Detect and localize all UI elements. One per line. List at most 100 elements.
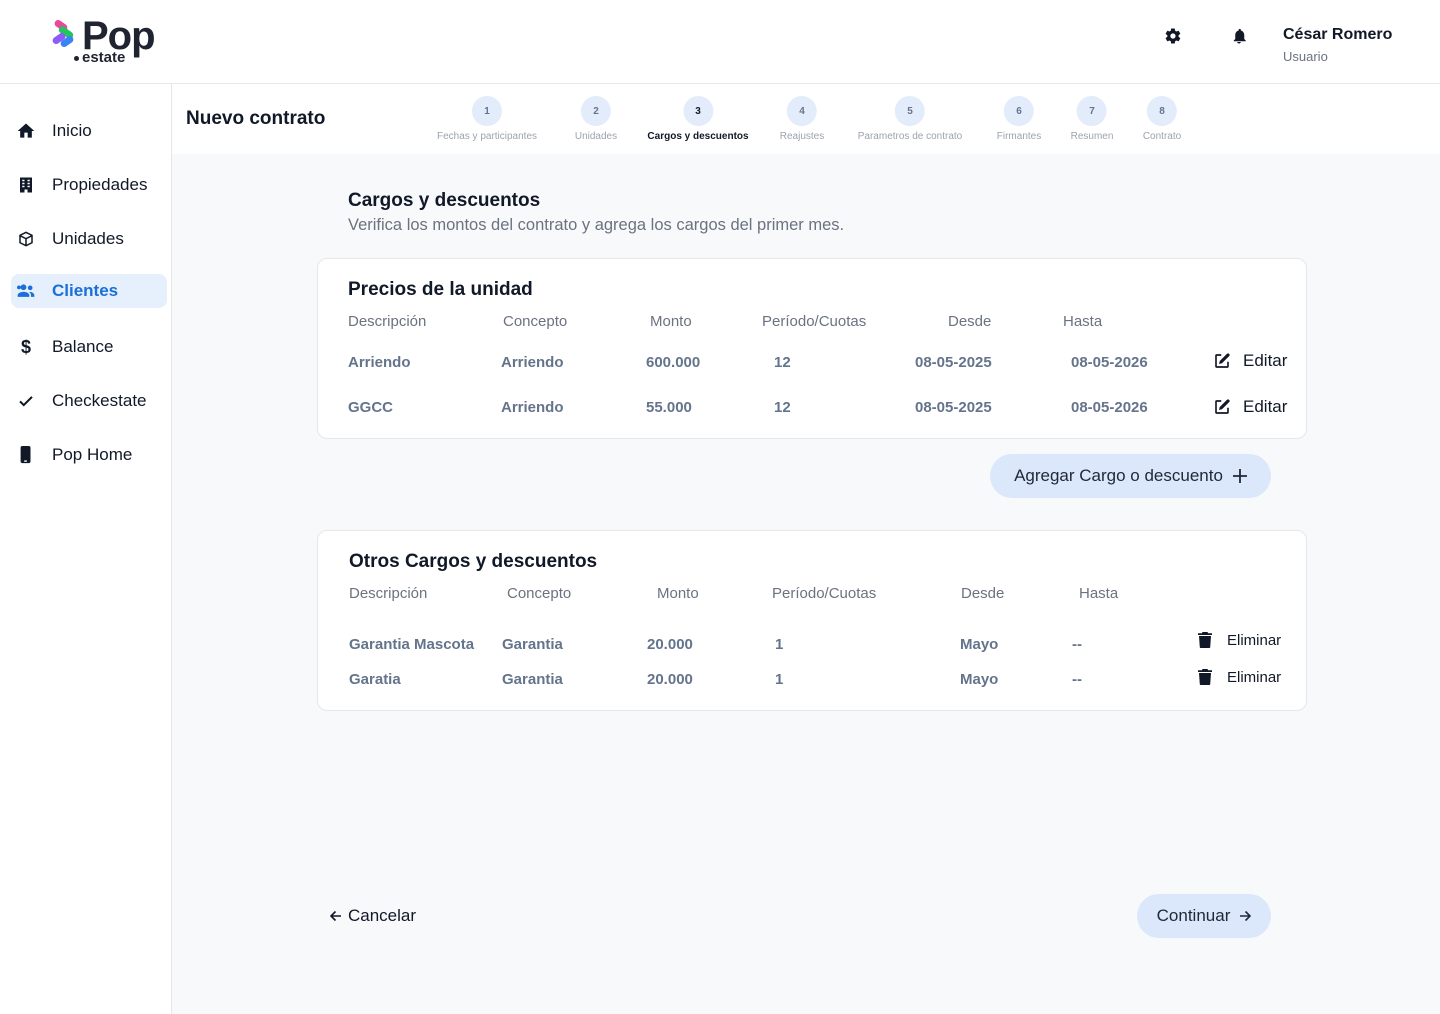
cancel-button[interactable]: Cancelar [330,904,416,928]
cell-amount: 20.000 [647,671,693,688]
sidebar-item-label: Unidades [52,229,124,248]
plus-icon [1232,469,1247,483]
cell-period: 1 [775,636,784,653]
column-header: Hasta [1063,313,1103,330]
section-title: Cargos y descuentos [348,190,541,211]
cell-from: Mayo [960,636,999,653]
column-header: Concepto [503,313,568,330]
cell-to: 08-05-2026 [1071,354,1148,371]
box-icon [15,228,37,250]
card-title: Otros Cargos y descuentos [349,551,598,572]
sidebar-item-unidades[interactable]: Unidades [11,222,167,256]
step-label: Fechas y participantes [436,131,538,142]
edit-button[interactable]: Editar [1213,397,1287,417]
other-charges-card: Otros Cargos y descuentos Descripción Co… [317,530,1307,711]
content-header: Nuevo contrato 1 Fechas y participantes … [172,84,1440,154]
sidebar-item-inicio[interactable]: Inicio [11,114,167,148]
step-number: 8 [1146,96,1177,126]
users-icon [15,280,37,302]
step-number: 3 [683,96,713,126]
step-2[interactable]: 2 Unidades [575,96,617,142]
continue-button[interactable]: Continuar [1137,894,1271,938]
edit-button[interactable]: Editar [1213,351,1287,371]
trash-icon [1196,668,1214,686]
step-number: 1 [472,96,502,126]
cell-to: 08-05-2026 [1071,399,1148,416]
logo-mark-icon [52,20,74,48]
column-header: Monto [650,313,692,330]
column-header: Hasta [1079,585,1119,602]
cell-concept: Arriendo [501,354,564,371]
sidebar-item-label: Clientes [52,281,119,300]
step-label: Firmantes [996,131,1042,142]
sidebar-item-label: Checkestate [52,391,147,410]
cell-concept: Arriendo [501,399,564,416]
step-label: Resumen [1070,131,1114,142]
step-label: Reajustes [779,131,825,142]
logo-subtitle: estate [74,50,125,66]
step-4[interactable]: 4 Reajustes [780,96,824,142]
step-1[interactable]: 1 Fechas y participantes [437,96,537,142]
delete-label: Eliminar [1227,668,1282,686]
main-content: Cargos y descuentos Verifica los montos … [172,154,1440,1014]
edit-label: Editar [1243,351,1288,370]
step-label: Parametros de contrato [857,131,963,142]
arrow-left-icon [330,910,342,922]
cell-to: -- [1072,636,1082,653]
sidebar-item-label: Propiedades [52,175,148,194]
sidebar-item-balance[interactable]: $ Balance [11,330,167,364]
step-number: 6 [1003,96,1034,126]
pop-estate-logo[interactable]: Pop estate [52,14,172,70]
step-label: Unidades [574,131,618,142]
step-6[interactable]: 6 Firmantes [997,96,1041,142]
card-title: Precios de la unidad [348,279,533,300]
step-5[interactable]: 5 Parametros de contrato [857,96,963,142]
user-name[interactable]: César Romero [1283,26,1393,43]
delete-button[interactable]: Eliminar [1196,631,1281,649]
column-header: Desde [948,313,992,330]
arrow-right-icon [1239,910,1252,922]
cancel-label: Cancelar [348,906,417,925]
cell-amount: 600.000 [646,354,701,371]
cell-amount: 20.000 [647,636,693,653]
cell-period: 12 [774,354,791,371]
logo-wordmark: Pop [82,14,156,58]
cell-concept: Garantia [502,671,563,688]
cell-period: 1 [775,671,784,688]
column-header: Período/Cuotas [772,585,877,602]
add-charge-button[interactable]: Agregar Cargo o descuento [990,454,1271,498]
cell-concept: Garantia [502,636,563,653]
sidebar-item-pop-home[interactable]: Pop Home [11,438,167,472]
user-role: Usuario [1283,49,1328,64]
delete-label: Eliminar [1227,631,1282,649]
gear-icon[interactable] [1163,26,1183,46]
step-label: Contrato [1142,131,1182,142]
edit-icon [1213,352,1231,370]
sidebar-item-clientes[interactable]: Clientes [11,274,167,308]
step-number: 2 [580,96,611,126]
edit-label: Editar [1243,397,1288,416]
building-icon [15,174,37,196]
unit-prices-card: Precios de la unidad Descripción Concept… [317,258,1307,439]
cell-description: Garatia [349,671,401,688]
dollar-icon: $ [20,336,31,357]
edit-icon [1213,398,1231,416]
bell-icon[interactable] [1229,26,1249,46]
sidebar-item-label: Inicio [52,121,92,140]
cell-from: Mayo [960,671,999,688]
column-header: Monto [657,585,699,602]
step-3[interactable]: 3 Cargos y descuentos [647,96,749,142]
sidebar-item-propiedades[interactable]: Propiedades [11,168,167,202]
delete-button[interactable]: Eliminar [1196,668,1281,686]
step-7[interactable]: 7 Resumen [1070,96,1114,142]
check-icon [15,390,37,412]
phone-icon [15,444,37,466]
page-title: Nuevo contrato [186,108,326,129]
step-number: 5 [895,96,925,126]
column-header: Descripción [349,585,428,602]
cell-from: 08-05-2025 [915,354,992,371]
sidebar-item-checkestate[interactable]: Checkestate [11,384,167,418]
cell-to: -- [1072,671,1082,688]
step-8[interactable]: 8 Contrato [1143,96,1181,142]
cell-period: 12 [774,399,791,416]
